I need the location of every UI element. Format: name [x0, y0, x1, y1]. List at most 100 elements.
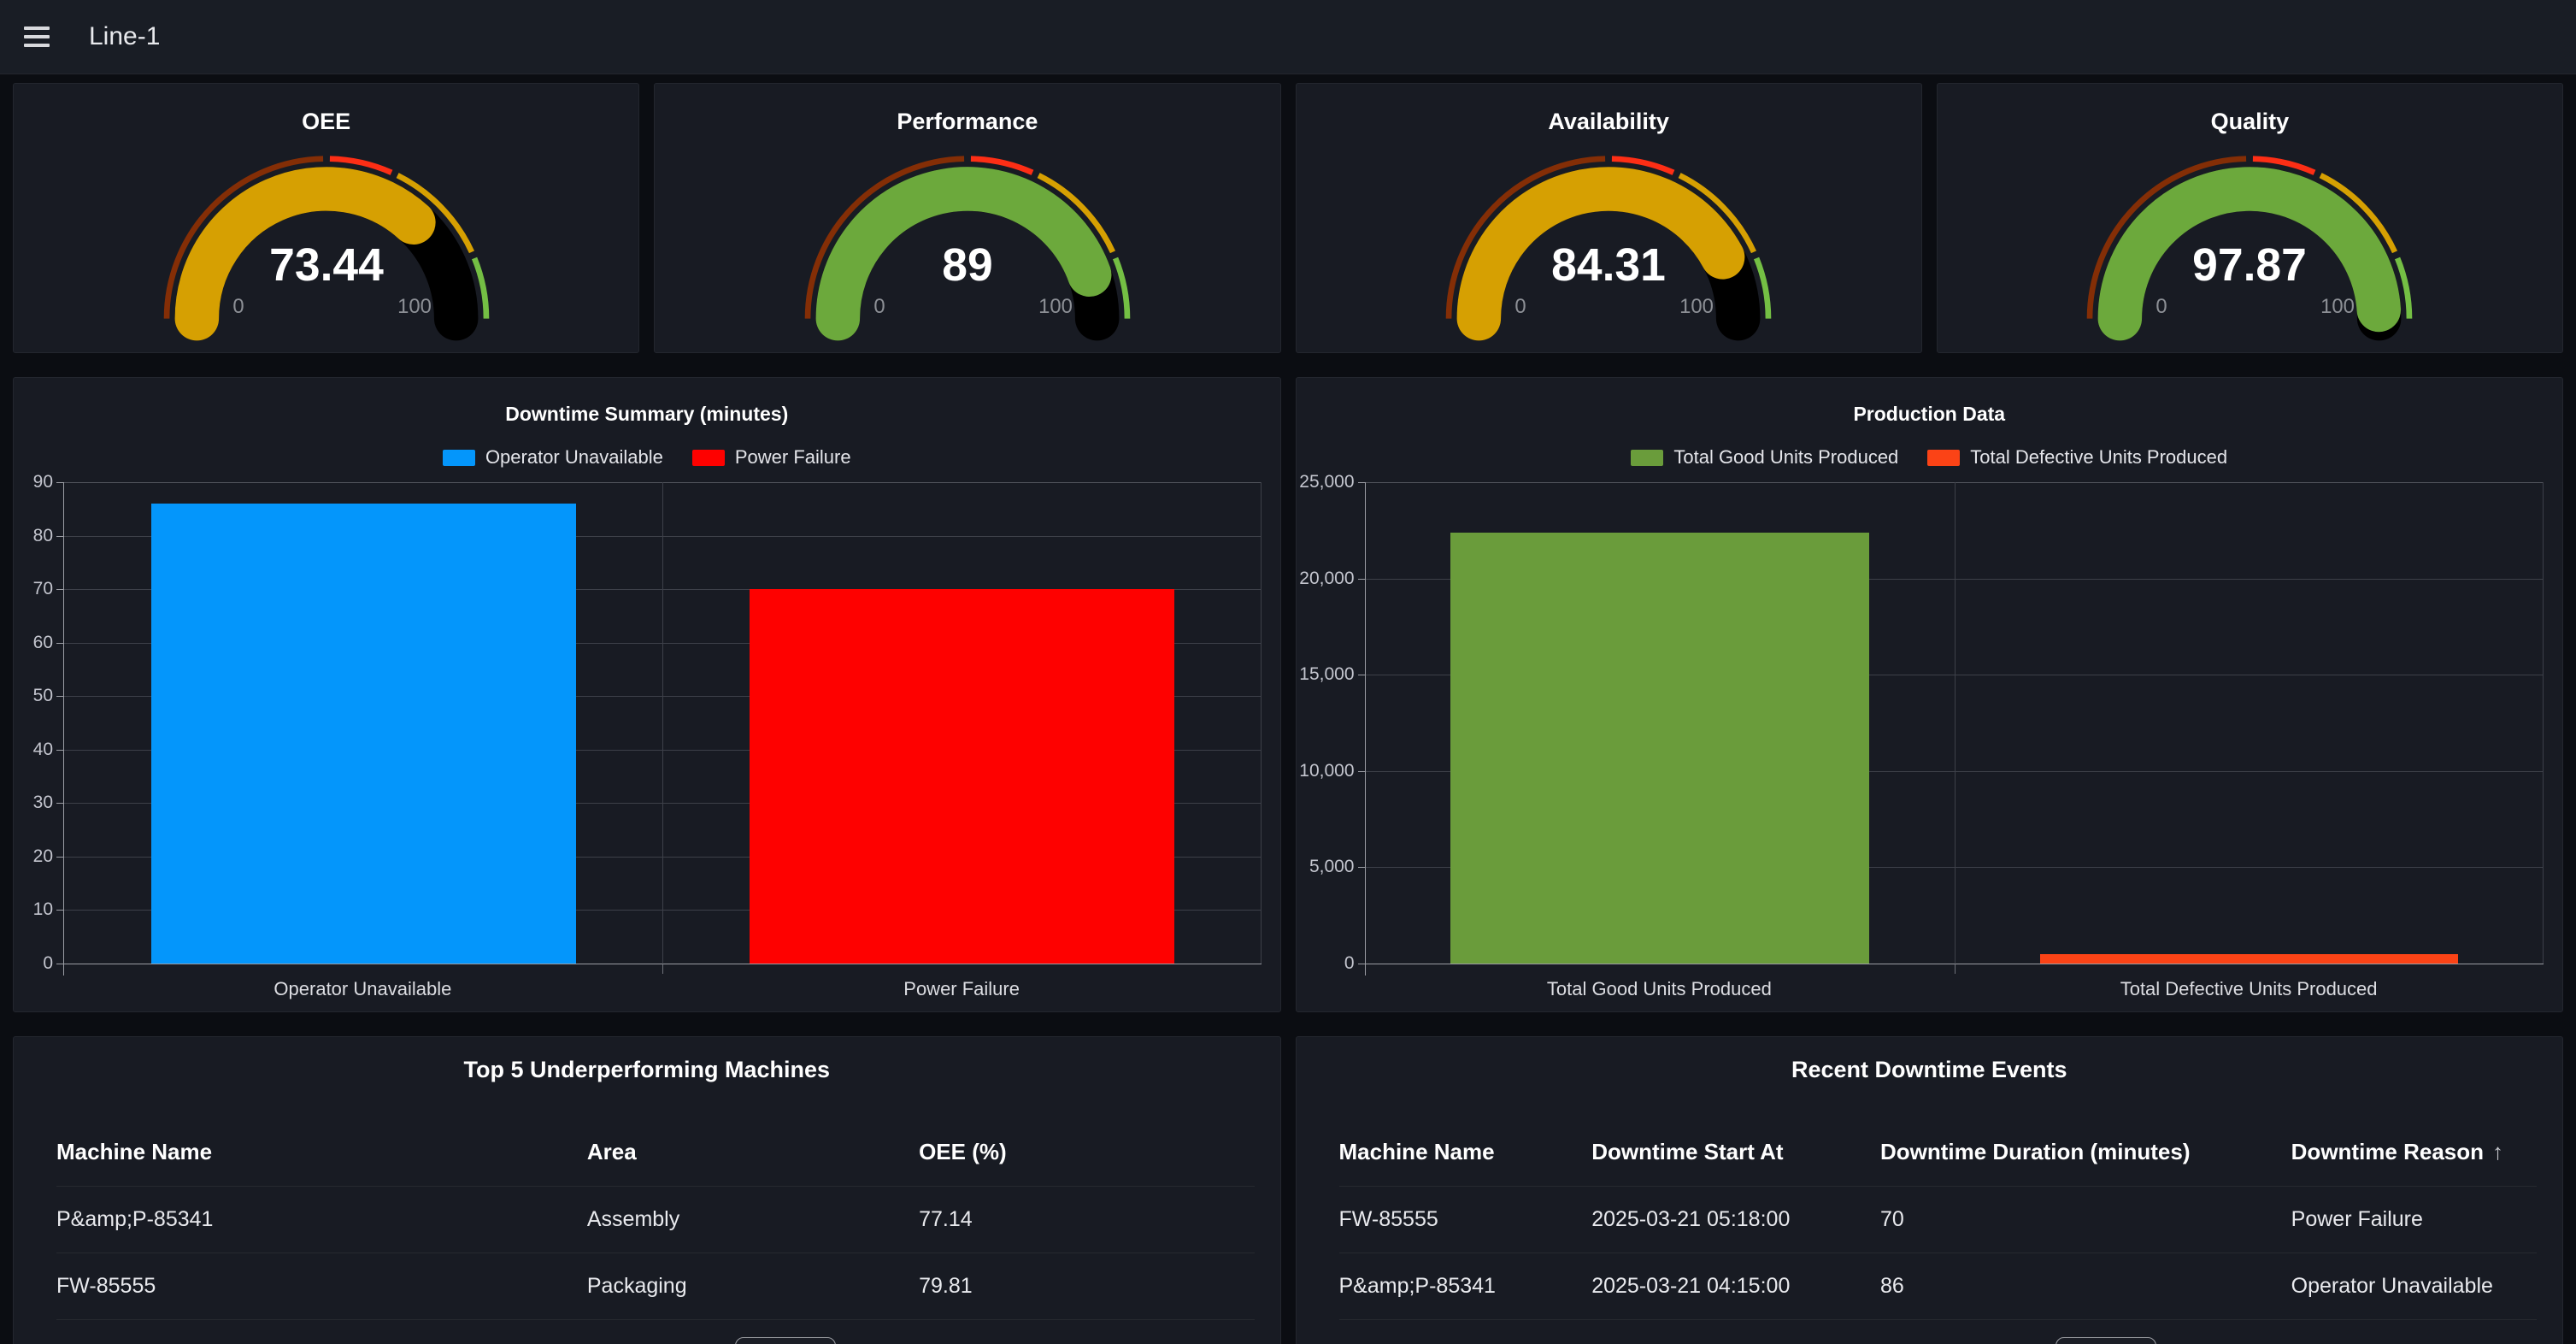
plot-right-border [1260, 482, 1262, 964]
table-row: P&amp;P-85341 2025-03-21 04:15:00 86 Operat… [1338, 1253, 2537, 1320]
y-tick-label: 20 [32, 846, 53, 866]
x-category-label: Total Defective Units Produced [2120, 978, 2378, 999]
column-header-area[interactable]: Area [587, 1139, 919, 1165]
gauge-min-label: 0 [873, 295, 885, 318]
gauge-arc: 89 0 100 [804, 156, 1131, 341]
gauge-panel-performance: Performance 89 0 100 [654, 83, 1281, 353]
gauge-value: 73.44 [269, 240, 384, 291]
column-header-downtime-start-at[interactable]: Downtime Start At [1591, 1139, 1880, 1165]
legend-swatch [1631, 449, 1664, 466]
y-axis: 0 5,000 10,000 15,000 20,000 25,000 [1297, 472, 1365, 973]
table-cell: Packaging [586, 1274, 687, 1298]
y-axis: 0 10 20 30 40 50 60 70 80 90 [14, 472, 63, 973]
plot-row: 0 10 20 30 40 50 60 70 80 90 [14, 472, 1262, 976]
threshold-ring-segment [970, 156, 1034, 175]
legend-item-total-good-units-produced[interactable]: Total Good Units Produced [1631, 446, 1898, 469]
y-tick-mark [56, 482, 63, 483]
table-cell: P&amp;P-85341 [1338, 1274, 1496, 1298]
gauge-max-label: 100 [2321, 295, 2355, 318]
column-header-label: Area [586, 1138, 637, 1164]
panel-recent-downtime-events: Recent Downtime Events Machine Name Downti… [1295, 1036, 2563, 1344]
y-tick-label: 60 [32, 632, 53, 652]
x-category-label: Power Failure [903, 978, 1020, 999]
threshold-ring-segment [1754, 256, 1772, 319]
gauge-min-label: 0 [2156, 295, 2167, 318]
y-tick-mark [56, 856, 63, 858]
column-header-label: Downtime Start At [1591, 1138, 1784, 1164]
table-cell: 77.14 [919, 1207, 973, 1231]
threshold-ring-segment [1611, 156, 1675, 175]
bar-total-defective-units-produced[interactable] [2039, 953, 2459, 964]
table-cell: Assembly [586, 1207, 680, 1231]
legend-item-operator-unavailable[interactable]: Operator Unavailable [442, 446, 663, 469]
plot-area [63, 482, 1262, 976]
legend-item-power-failure[interactable]: Power Failure [691, 446, 851, 469]
chart-title: Production Data [1853, 403, 2006, 425]
gauge-panel-oee: OEE 73.44 0 100 [13, 83, 640, 353]
legend-label: Operator Unavailable [485, 446, 663, 468]
x-axis-labels: Total Good Units Produced Total Defective… [1365, 978, 2544, 1000]
y-tick-label: 40 [32, 739, 53, 759]
threshold-ring-segment [2087, 156, 2247, 319]
panel-top-5-underperforming-machines: Top 5 Underperforming Machines Machine Na… [13, 1036, 1281, 1344]
plot-right-border [2543, 482, 2544, 964]
sort-arrow-up-icon: ↑ [2492, 1138, 2504, 1164]
gauge-max-label: 100 [397, 295, 432, 318]
gauge: 97.87 0 100 [1938, 135, 2562, 347]
gauge-min-label: 0 [1514, 295, 1526, 318]
pagination-button[interactable] [2056, 1337, 2157, 1344]
y-tick-label: 15,000 [1299, 664, 1355, 685]
y-tick-label: 70 [32, 579, 53, 599]
y-tick-label: 10,000 [1299, 760, 1355, 781]
gauge-min-label: 0 [232, 295, 244, 318]
category-divider-line [662, 482, 664, 964]
column-header-machine-name[interactable]: Machine Name [56, 1139, 587, 1165]
gauge-value: 84.31 [1551, 240, 1666, 291]
table-row: P&amp;P-85341 Assembly 77.14 [56, 1187, 1255, 1253]
y-tick-mark [1357, 770, 1365, 772]
gauge-panel-quality: Quality 97.87 0 100 [1936, 83, 2563, 353]
bar-power-failure[interactable] [749, 589, 1174, 964]
gauge-value-arc [815, 167, 1112, 341]
menu-button[interactable] [0, 0, 74, 74]
pagination-button[interactable] [735, 1337, 837, 1344]
category-divider-line [1954, 482, 1956, 964]
y-tick-label: 90 [32, 472, 53, 492]
x-axis-labels: Operator Unavailable Power Failure [63, 978, 1262, 1000]
y-tick-mark [1357, 482, 1365, 483]
column-header-machine-name[interactable]: Machine Name [1339, 1139, 1592, 1165]
threshold-ring-segment [1037, 173, 1115, 254]
column-header-downtime-reason[interactable]: Downtime Reason ↑ [2291, 1139, 2537, 1165]
threshold-ring-segment [2395, 256, 2413, 319]
y-tick-mark [56, 910, 63, 911]
gauge: 73.44 0 100 [14, 135, 638, 347]
column-header-oee[interactable]: OEE (%) [919, 1139, 1254, 1165]
table-cell: Operator Unavailable [2291, 1274, 2493, 1298]
y-tick-label: 5,000 [1309, 857, 1355, 877]
gauge-title: Quality [2210, 109, 2290, 134]
divider-tick [662, 964, 664, 974]
y-tick-label: 25,000 [1299, 472, 1355, 492]
top-bar: Line-1 [0, 0, 2576, 74]
panel-production-data: Production Data Total Good Units Produced… [1295, 377, 2563, 1012]
threshold-ring-segment [2320, 173, 2398, 254]
table-cell: Power Failure [2291, 1207, 2423, 1231]
bar-operator-unavailable[interactable] [150, 504, 576, 964]
gauge-title: Performance [897, 109, 1038, 134]
table-cell: 79.81 [919, 1274, 973, 1298]
threshold-ring-segment [396, 173, 474, 254]
legend-item-total-defective-units-produced[interactable]: Total Defective Units Produced [1927, 446, 2227, 469]
y-tick-mark [56, 696, 63, 698]
threshold-ring-segment [2253, 156, 2316, 175]
y-tick-label: 0 [43, 953, 53, 973]
bar-total-good-units-produced[interactable] [1450, 532, 1869, 964]
y-tick-label: 10 [32, 899, 53, 920]
gauge-arc: 97.87 0 100 [2087, 156, 2413, 341]
gauge-title: OEE [302, 109, 351, 134]
y-tick-mark [56, 642, 63, 644]
table-cell: P&amp;P-85341 [56, 1207, 214, 1231]
table-cell: FW-85555 [56, 1274, 156, 1298]
y-tick-label: 50 [32, 686, 53, 706]
column-header-downtime-duration-minutes[interactable]: Downtime Duration (minutes) [1880, 1139, 2291, 1165]
